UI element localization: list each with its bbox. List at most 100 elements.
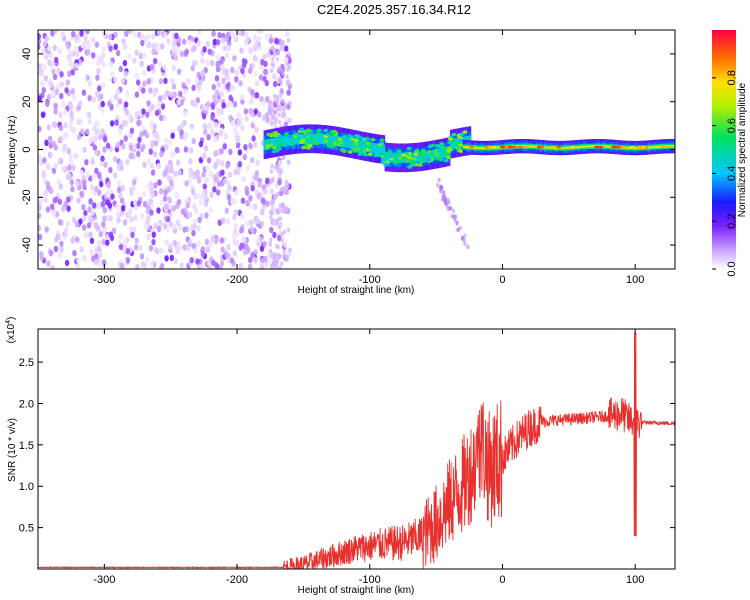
spectrogram-noise-cell (80, 42, 85, 49)
spectrogram-noise-cell (276, 102, 280, 108)
spectrogram-noise-cell (208, 207, 213, 214)
spectrogram-noise-cell (69, 115, 75, 122)
spectrogram-noise-cell (224, 52, 230, 59)
spectrogram-noise-cell (52, 73, 58, 81)
spectrogram-noise-cell (211, 83, 216, 91)
spectrogram-tail-cell (456, 227, 460, 233)
spectrogram-noise-cell (254, 174, 259, 181)
spectrogram-line-cell (534, 145, 537, 148)
spectrogram-noise-cell (101, 81, 106, 89)
colorbar-ramp (712, 30, 736, 269)
spectrogram-line-cell (653, 145, 656, 149)
spectrogram-noise-cell (141, 69, 147, 77)
spectrogram-noise-cell (265, 177, 270, 184)
spectrogram-noise-cell (188, 158, 193, 165)
spectrogram-noise-cell (54, 88, 59, 95)
spectrogram-noise-cell (261, 198, 267, 205)
spectrogram-noise-cell (166, 216, 171, 223)
spectrogram-noise-cell (38, 224, 41, 232)
spectrogram-band-cell (265, 139, 268, 150)
spectrogram-noise-cell (151, 238, 156, 246)
spectrogram-noise-cell (284, 45, 289, 52)
spectrogram-noise-cell (261, 114, 267, 122)
spectrogram-noise-cell (166, 37, 171, 45)
spectrogram-noise-cell (254, 126, 259, 133)
spectrogram-noise-cell (46, 93, 52, 101)
spectrogram-noise-cell (273, 51, 277, 57)
spectrogram-line-cell (582, 145, 585, 148)
spectrogram-noise-cell (191, 229, 196, 237)
spectrogram-noise-cell (275, 243, 279, 249)
spectrogram-noise-cell (184, 48, 189, 55)
spectrogram-noise-cell (58, 111, 63, 119)
spectrogram-noise-cell (250, 122, 255, 129)
spectrogram-noise-cell (122, 43, 128, 50)
spectrogram-noise-cell (82, 215, 87, 222)
spectrogram-noise-cell (115, 142, 121, 149)
snr-panel: -300 -200 -100 0 100 0.5 1.0 1.5 2.0 2.5 Height … (5, 317, 676, 596)
spectrogram-noise-cell (38, 204, 42, 212)
spectrogram-noise-cell (79, 30, 84, 37)
spectrogram-noise-cell (87, 94, 92, 102)
spectrogram-noise-cell (38, 38, 41, 45)
spectrogram-noise-cell (248, 107, 253, 115)
spectrogram-noise-cell (237, 30, 242, 36)
spectrogram-noise-cell (68, 60, 73, 67)
spectrogram-speckle (353, 134, 359, 138)
spectrogram-noise-cell (96, 59, 101, 66)
spectrogram-noise-cell (141, 87, 146, 94)
spectrogram-line-cell (647, 146, 650, 149)
spectrogram-noise-cell (192, 223, 197, 230)
spectrogram-noise-cell (102, 227, 107, 234)
spectrogram-noise-cell (279, 39, 284, 45)
spectrogram-speckle (266, 132, 272, 137)
spectrogram-noise-cell (196, 240, 201, 247)
spectrogram-noise-cell (263, 68, 268, 76)
spectrogram-noise-cell (191, 84, 196, 92)
spectrogram-noise-cell (243, 108, 249, 115)
spectrogram-line-cell (529, 145, 532, 148)
spectrogram-noise-cell (88, 198, 93, 205)
spectrogram-band-cell (336, 136, 340, 147)
spectrogram-noise-cell (39, 251, 44, 258)
spectrogram-noise-cell (43, 75, 48, 82)
spectrogram-noise-cell (153, 222, 158, 230)
spectrogram-noise-cell (151, 231, 156, 238)
spectrogram-speckle (364, 137, 370, 141)
spectrogram-noise-cell (262, 187, 268, 195)
spectrogram-noise-cell (89, 217, 94, 224)
spectrogram-band-cell (363, 141, 367, 152)
spectrogram-tail-cell (455, 221, 459, 226)
spectrogram-noise-cell (283, 115, 289, 123)
spectrogram-band-cell (416, 152, 419, 162)
spectrogram-noise-cell (211, 259, 216, 267)
spectrogram-noise-cell (149, 63, 154, 71)
spectrogram-noise-cell (225, 83, 230, 90)
spectrogram-noise-cell (277, 50, 281, 56)
spectrogram-noise-cell (203, 128, 208, 136)
spectrogram-band-cell (418, 151, 421, 162)
spectrogram-noise-cell (156, 225, 162, 233)
spectrogram-noise-cell (79, 169, 84, 176)
spectrogram-speckle (347, 150, 353, 154)
spectrogram-noise-cell (91, 96, 97, 103)
spectrogram-line-cell (543, 146, 547, 149)
spectrogram-noise-cell (63, 200, 68, 207)
spectrogram-line-cell (591, 145, 594, 148)
spectrogram-noise-cell (222, 143, 227, 150)
spectrogram-band-cell (383, 144, 386, 155)
spectrogram-line-cell (660, 145, 663, 148)
spectrogram-noise-cell (124, 108, 130, 116)
spectrogram-noise-cell (269, 34, 273, 39)
spectrogram-line-cell (607, 145, 610, 148)
spectrogram-noise-cell (129, 152, 134, 159)
spectrogram-noise-cell (116, 216, 121, 224)
spectrogram-band-cell (292, 134, 295, 145)
spectrogram-speckle (280, 142, 286, 146)
spectrogram-noise-cell (166, 174, 172, 182)
spectrogram-noise-cell (93, 258, 99, 266)
spectrogram-noise-cell (53, 30, 58, 34)
spectrogram-speckle (332, 142, 338, 146)
spectrogram-noise-cell (101, 238, 106, 246)
spectrogram-noise-cell (68, 125, 74, 132)
